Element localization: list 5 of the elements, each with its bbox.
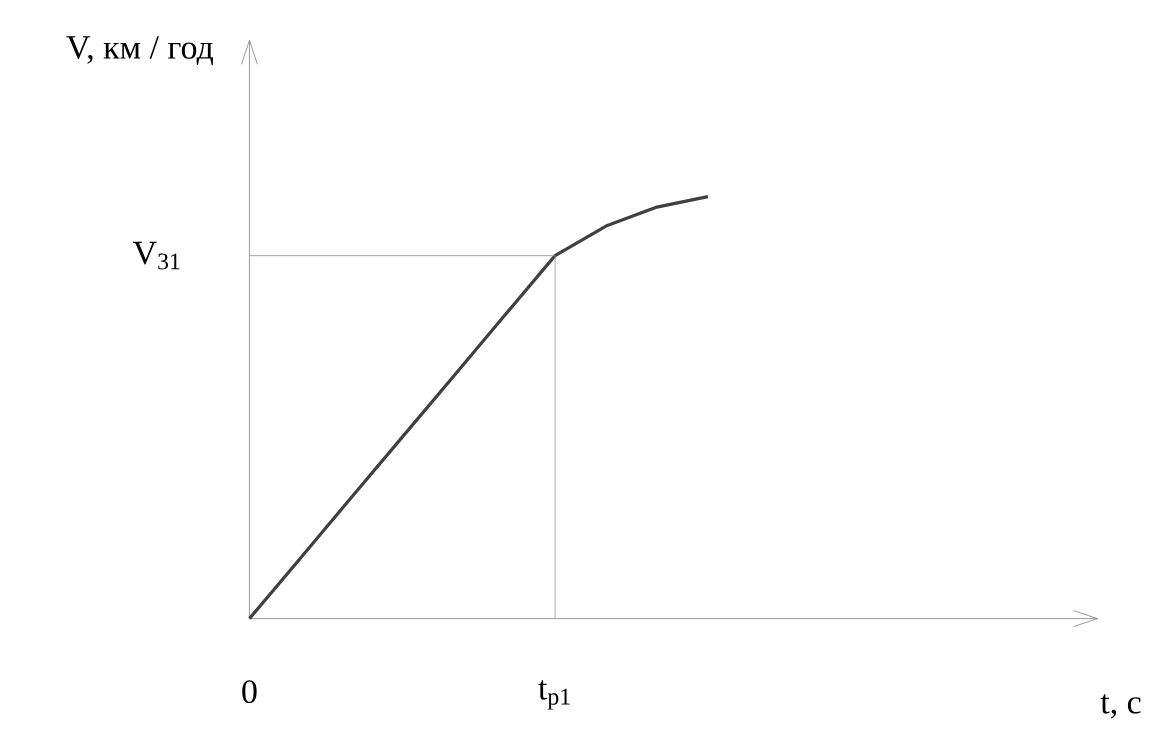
x-tick-label: 0 — [242, 680, 257, 703]
ref-line-label: V$_{31}$ — [132, 241, 180, 270]
text: t, c — [1100, 694, 1141, 719]
x-tick-label: t$_{p1}$ — [538, 680, 570, 710]
y-axis-title: V, км / год — [66, 35, 214, 65]
